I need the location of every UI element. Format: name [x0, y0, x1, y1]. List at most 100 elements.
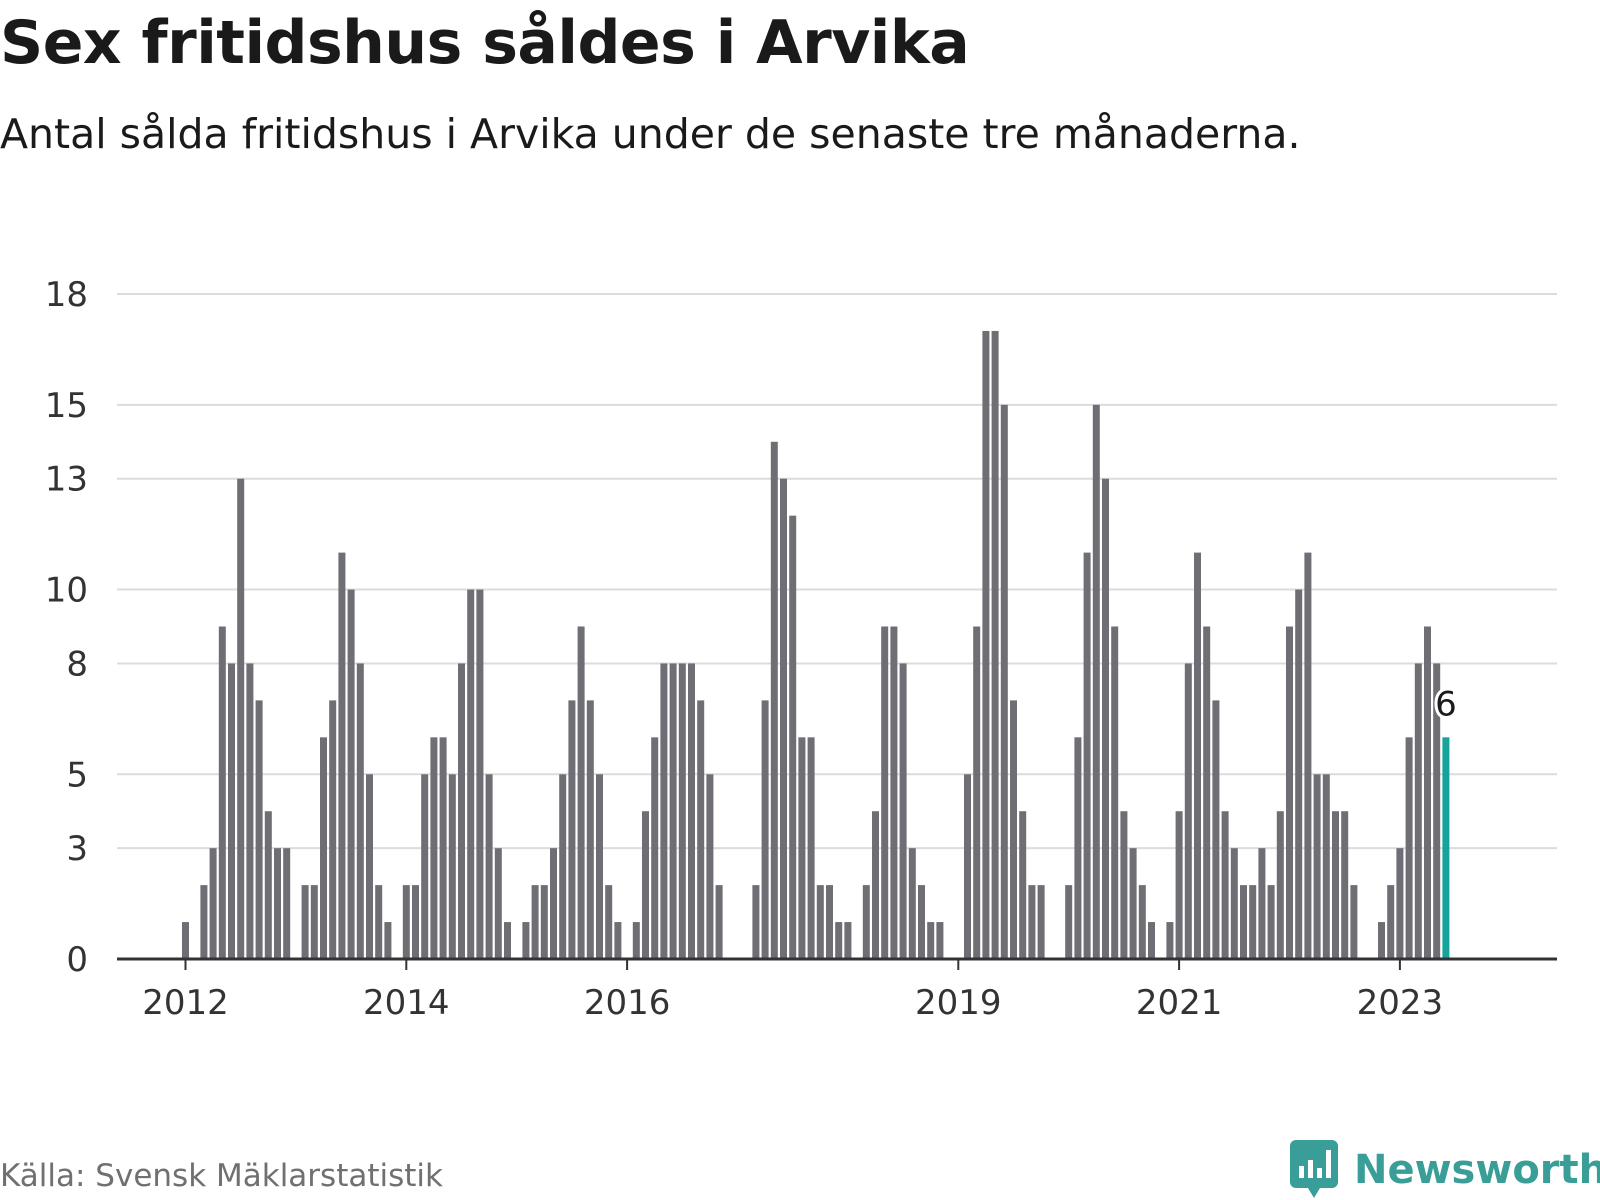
- bar: [384, 922, 392, 959]
- bar: [1111, 626, 1119, 959]
- bar: [807, 737, 815, 959]
- bar: [1148, 922, 1155, 959]
- bar: [283, 848, 291, 959]
- bar: [780, 478, 787, 959]
- bar: [412, 885, 419, 959]
- bar: [844, 922, 852, 959]
- bar: [338, 552, 346, 959]
- bar: [835, 922, 843, 959]
- bar: [1074, 737, 1082, 959]
- bar: [752, 885, 760, 959]
- bar: [310, 885, 318, 959]
- bar: [927, 922, 935, 959]
- bar: [1010, 700, 1017, 959]
- bar: [485, 774, 493, 959]
- chart-title: Sex fritidshus såldes i Arvika: [0, 8, 970, 78]
- bar: [982, 330, 990, 959]
- bar: [918, 885, 925, 959]
- bar: [1322, 774, 1330, 959]
- bar: [908, 848, 916, 959]
- y-tick-label: 10: [45, 571, 88, 611]
- bar: [678, 663, 686, 959]
- bar: [890, 626, 898, 959]
- bar: [862, 885, 870, 959]
- y-tick-label: 18: [45, 275, 88, 315]
- bar: [715, 885, 723, 959]
- y-tick-label: 0: [66, 940, 88, 980]
- bar: [522, 922, 530, 959]
- bar: [706, 774, 714, 959]
- bar: [421, 774, 429, 959]
- bar: [402, 885, 410, 959]
- newsworthy-icon: [1290, 1140, 1338, 1198]
- bar: [688, 663, 695, 959]
- bar: [1102, 478, 1109, 959]
- bar: [964, 774, 971, 959]
- bar: [494, 848, 502, 959]
- bar: [458, 663, 465, 959]
- bar: [651, 737, 659, 959]
- highlight-bar: [1442, 737, 1450, 959]
- brand-name: Newsworthy: [1354, 1147, 1600, 1193]
- source-note: Källa: Svensk Mäklarstatistik: [0, 1158, 443, 1194]
- bar: [1424, 626, 1431, 959]
- brand-logo: Newsworthy: [1290, 1140, 1600, 1200]
- bar: [264, 811, 272, 959]
- bar: [1212, 700, 1220, 959]
- bar: [1166, 922, 1174, 959]
- bar: [568, 700, 576, 959]
- bar: [320, 737, 327, 959]
- bar: [237, 478, 245, 959]
- bar: [669, 663, 677, 959]
- bar: [209, 848, 217, 959]
- bar: [550, 848, 557, 959]
- bar: [1037, 885, 1045, 959]
- x-tick-label: 2014: [363, 983, 450, 1023]
- bar: [1387, 885, 1395, 959]
- bar: [347, 589, 355, 959]
- bar: [826, 885, 833, 959]
- bar: [559, 774, 567, 959]
- bar: [1000, 404, 1008, 959]
- bar: [991, 330, 999, 959]
- bar: [1414, 663, 1422, 959]
- bar: [1286, 626, 1293, 959]
- bar: [1194, 552, 1201, 959]
- bar: [1092, 404, 1100, 959]
- bar: [366, 774, 373, 959]
- x-tick-label: 2023: [1357, 983, 1444, 1023]
- bar: [356, 663, 364, 959]
- bar: [1276, 811, 1284, 959]
- bar: [255, 700, 263, 959]
- y-tick-label: 5: [66, 755, 88, 795]
- x-tick-label: 2012: [142, 983, 229, 1023]
- bar: [200, 885, 208, 959]
- bar: [448, 774, 456, 959]
- bar: [1203, 626, 1211, 959]
- bar: [1230, 848, 1238, 959]
- bar: [697, 700, 705, 959]
- bar: [467, 589, 475, 959]
- bar: [770, 441, 778, 959]
- bar: [1433, 663, 1441, 959]
- bar: [586, 700, 594, 959]
- bar: [1129, 848, 1137, 959]
- bar: [1184, 663, 1192, 959]
- bar: [1332, 811, 1339, 959]
- x-tick-label: 2021: [1136, 983, 1223, 1023]
- bar: [614, 922, 622, 959]
- y-tick-label: 8: [66, 644, 88, 684]
- bar: [872, 811, 879, 959]
- bar: [228, 663, 235, 959]
- bar: [660, 663, 668, 959]
- bar: [1341, 811, 1349, 959]
- bar: [1258, 848, 1266, 959]
- bar: [577, 626, 585, 959]
- bar: [301, 885, 309, 959]
- bar: [973, 626, 981, 959]
- bar: [1378, 922, 1385, 959]
- bar: [881, 626, 889, 959]
- bar: [596, 774, 603, 959]
- bar: [1267, 885, 1275, 959]
